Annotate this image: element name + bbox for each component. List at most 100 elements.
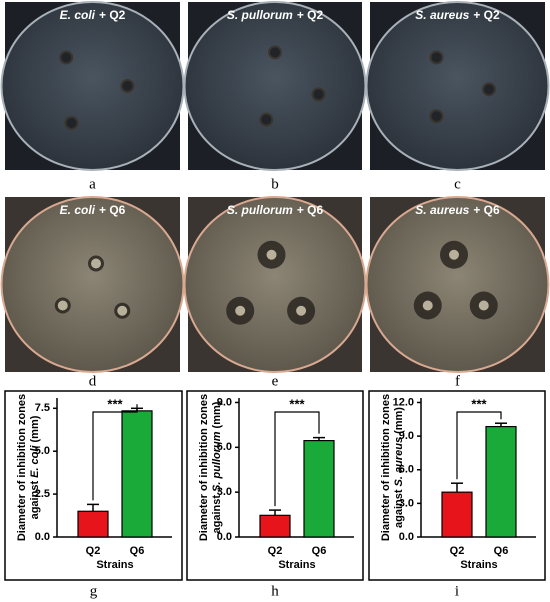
organism: S. aureus <box>415 203 469 217</box>
panel-letter: c <box>454 176 461 192</box>
y-tick-label: 3.0 <box>399 497 414 509</box>
y-tick-label: 6.0 <box>399 464 414 476</box>
panel-letter: b <box>271 176 279 192</box>
chart-frame <box>368 390 546 581</box>
chart-frame <box>186 390 364 581</box>
error-bar <box>451 482 463 493</box>
panel-letter: e <box>272 373 279 389</box>
petri-dish <box>365 1 550 171</box>
petri-dish <box>0 196 185 373</box>
y-label-part: against <box>393 489 405 528</box>
bar <box>77 510 109 538</box>
treatment: + Q2 <box>99 8 126 22</box>
well <box>431 52 442 63</box>
y-axis-label: against E. coli (mm) <box>29 415 41 519</box>
treatment: + Q6 <box>99 203 126 217</box>
treatment: + Q2 <box>473 8 500 22</box>
petri-dish <box>365 196 550 373</box>
y-label-part: S. aureus <box>393 437 405 487</box>
x-tick-label: Q6 <box>130 545 145 557</box>
bar <box>485 425 517 538</box>
y-label-part: (mm) <box>393 407 405 434</box>
photo-caption: E. coli + Q2 <box>60 8 126 22</box>
significance-bracket <box>456 411 502 480</box>
x-tick-label: Q2 <box>450 545 465 557</box>
significance-label: *** <box>289 396 305 411</box>
well <box>57 300 68 311</box>
y-label-part: Diameter of inhibition zones <box>16 394 28 541</box>
x-axis-label: Strains <box>460 559 497 571</box>
y-label-part: against <box>29 481 41 520</box>
well <box>61 52 72 63</box>
bar <box>121 410 153 538</box>
well <box>431 111 442 122</box>
petri-dish <box>183 1 367 171</box>
y-axis-label: Diameter of inhibition zones <box>16 394 28 541</box>
well <box>66 117 77 128</box>
photo-caption: S. pullorum + Q6 <box>227 203 324 217</box>
y-label-part: against <box>211 495 223 534</box>
error-bar <box>313 436 325 441</box>
well <box>296 305 307 316</box>
well <box>270 47 280 58</box>
y-axis-label: against S. aureus (mm) <box>393 407 405 528</box>
well <box>422 300 433 311</box>
panel-letter: g <box>90 583 98 599</box>
well <box>235 305 246 316</box>
well <box>449 249 459 260</box>
treatment: + Q2 <box>297 8 324 22</box>
bar <box>441 491 473 538</box>
bar <box>303 439 335 538</box>
x-tick-label: Q2 <box>268 545 283 557</box>
x-axis-label: Strains <box>278 559 315 571</box>
error-bar <box>269 509 281 516</box>
y-tick-label: 0.0 <box>399 531 414 543</box>
organism: S. pullorum <box>227 203 293 217</box>
organism: S. aureus <box>415 8 469 22</box>
photo-caption: S. aureus + Q2 <box>415 8 500 22</box>
petri-dish <box>183 196 367 373</box>
panel-letter: i <box>455 583 459 599</box>
organism: E. coli <box>60 8 96 22</box>
treatment: + Q6 <box>473 203 500 217</box>
treatment: + Q6 <box>297 203 324 217</box>
y-axis-label: Diameter of inhibition zones <box>380 394 392 541</box>
photo-caption: S. aureus + Q6 <box>415 203 500 217</box>
organism: S. pullorum <box>227 8 293 22</box>
well <box>117 305 128 316</box>
x-tick-label: Q6 <box>312 545 327 557</box>
well <box>122 81 133 91</box>
y-tick-label: 7.5 <box>35 402 50 414</box>
y-tick-label: 0.0 <box>35 531 50 543</box>
significance-label: *** <box>471 396 487 411</box>
y-label-part: Diameter of inhibition zones <box>198 394 210 541</box>
panel-letter: d <box>89 373 97 389</box>
y-label-part: Diameter of inhibition zones <box>380 394 392 541</box>
well <box>313 89 324 100</box>
organism: E. coli <box>60 203 96 217</box>
significance-label: *** <box>107 396 123 411</box>
y-tick-label: 5.0 <box>35 445 50 457</box>
well <box>91 258 101 269</box>
y-label-part: (mm) <box>29 415 41 442</box>
y-tick-label: 3.0 <box>217 486 232 498</box>
well <box>478 300 489 311</box>
chart-frame <box>4 390 183 581</box>
well <box>266 249 277 260</box>
photo-caption: S. pullorum + Q2 <box>227 8 324 22</box>
panel-letter: f <box>455 373 460 389</box>
significance-bracket <box>92 404 138 501</box>
error-bar <box>87 503 99 512</box>
y-label-part: S. pullorum <box>211 431 223 492</box>
photo-caption: E. coli + Q6 <box>60 203 126 217</box>
x-axis-label: Strains <box>96 559 133 571</box>
y-tick-label: 9.0 <box>399 430 414 442</box>
y-axis-label: against S. pullorum (mm) <box>211 401 223 533</box>
petri-dish <box>0 1 185 171</box>
error-bar <box>495 422 507 427</box>
y-tick-label: 9.0 <box>217 396 232 408</box>
well <box>261 114 272 125</box>
significance-bracket <box>274 411 320 507</box>
well <box>484 84 494 95</box>
